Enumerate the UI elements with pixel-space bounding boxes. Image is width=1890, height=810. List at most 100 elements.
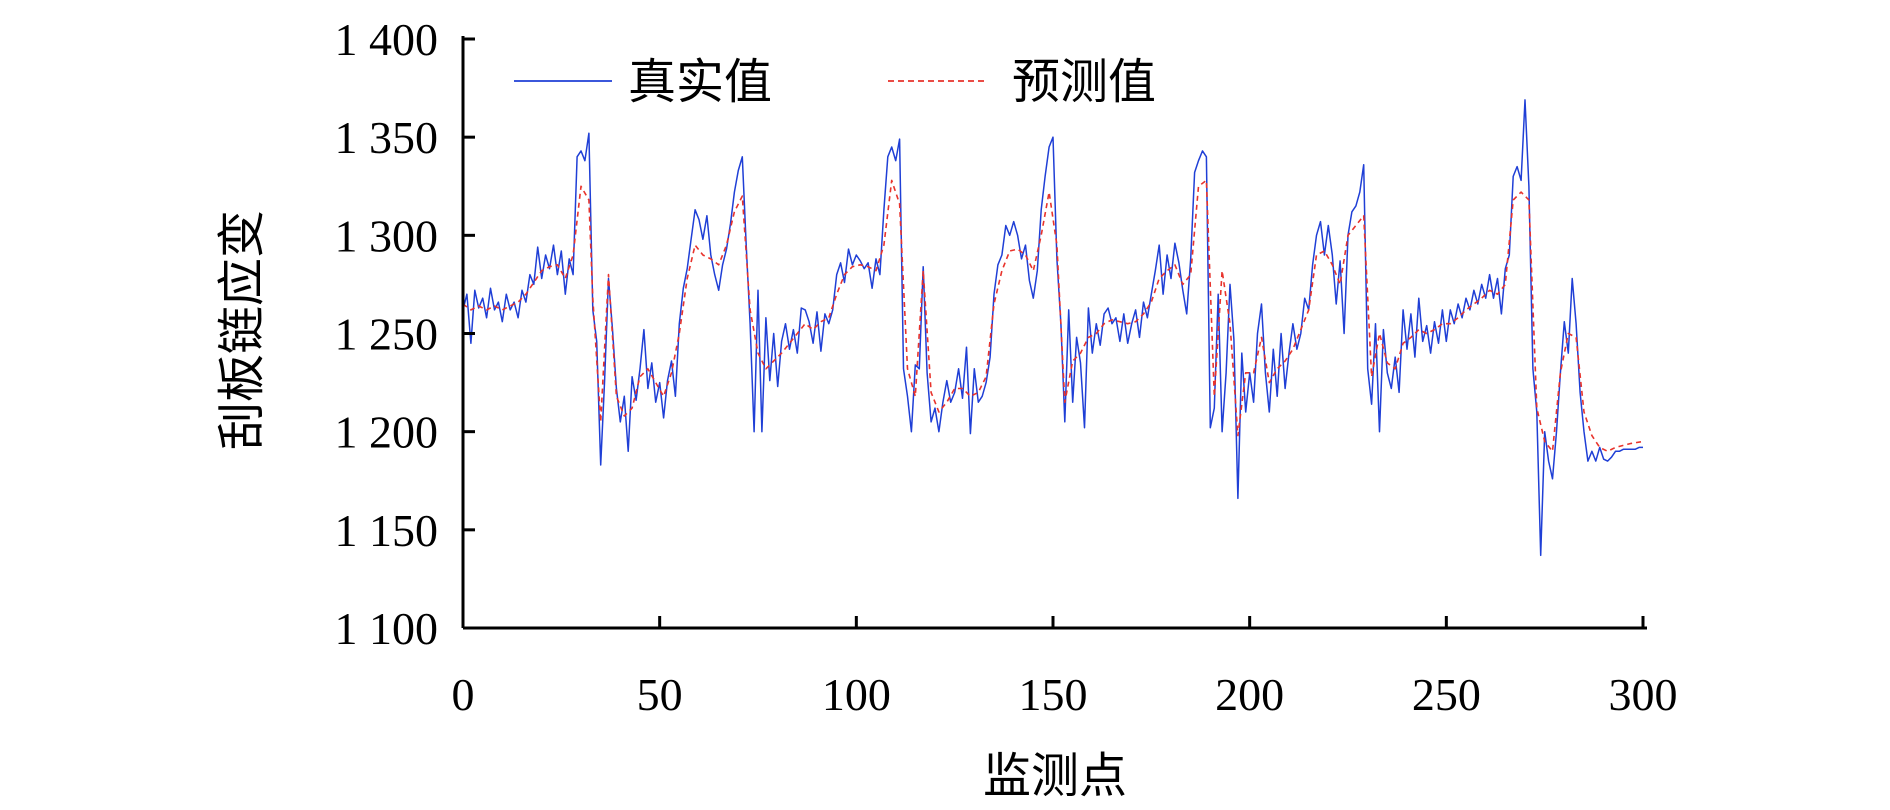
data-point-actual <box>1127 343 1128 344</box>
data-point-predicted <box>1513 199 1514 200</box>
data-point-predicted <box>789 343 790 344</box>
data-point-actual <box>1438 343 1439 344</box>
data-point-actual <box>997 264 998 265</box>
data-point-predicted <box>632 408 633 409</box>
data-point-actual <box>1391 388 1392 389</box>
data-point-predicted <box>1135 321 1136 322</box>
data-point-actual <box>1513 176 1514 177</box>
data-point-actual <box>647 388 648 389</box>
data-point-actual <box>1186 313 1187 314</box>
data-point-predicted <box>1434 329 1435 330</box>
data-point-actual <box>632 376 633 377</box>
data-point-predicted <box>533 282 534 283</box>
data-point-actual <box>525 302 526 303</box>
data-point-actual <box>1340 260 1341 261</box>
data-point-actual <box>1485 298 1486 299</box>
data-point-actual <box>663 417 664 418</box>
data-point-actual <box>1033 298 1034 299</box>
data-point-actual <box>1509 254 1510 255</box>
series-predicted <box>462 179 1644 453</box>
data-point-predicted <box>1104 323 1105 324</box>
data-point-predicted <box>805 323 806 324</box>
data-point-actual <box>852 264 853 265</box>
y-tick-label: 1 300 <box>335 210 439 261</box>
x-tick-label: 150 <box>1019 669 1088 720</box>
data-point-actual <box>883 209 884 210</box>
data-point-actual <box>1517 166 1518 167</box>
data-point-actual <box>1304 298 1305 299</box>
data-point-actual <box>993 294 994 295</box>
data-point-actual <box>824 313 825 314</box>
data-point-actual <box>675 396 676 397</box>
data-point-actual <box>777 386 778 387</box>
data-point-actual <box>757 290 758 291</box>
data-point-actual <box>1222 431 1223 432</box>
data-point-actual <box>1548 461 1549 462</box>
data-point-predicted <box>883 245 884 246</box>
data-point-actual <box>1092 353 1093 354</box>
legend: 真实值 预测值 <box>514 54 1156 110</box>
data-point-predicted <box>1285 360 1286 361</box>
data-point-actual <box>1064 421 1065 422</box>
data-point-actual <box>1410 313 1411 314</box>
data-point-actual <box>765 317 766 318</box>
data-point-predicted <box>1009 250 1010 251</box>
data-point-actual <box>1072 402 1073 403</box>
data-point-actual <box>1454 323 1455 324</box>
data-point-predicted <box>549 266 550 267</box>
data-point-predicted <box>1049 192 1050 193</box>
data-point-actual <box>836 274 837 275</box>
data-point-predicted <box>600 421 601 422</box>
data-point-actual <box>1642 447 1643 448</box>
data-point-predicted <box>978 392 979 393</box>
data-point-predicted <box>1174 264 1175 265</box>
data-point-actual <box>710 254 711 255</box>
data-point-actual <box>1387 372 1388 373</box>
data-point-predicted <box>1458 317 1459 318</box>
data-point-actual <box>679 323 680 324</box>
data-point-predicted <box>1418 329 1419 330</box>
data-point-actual <box>502 321 503 322</box>
data-point-actual <box>1300 333 1301 334</box>
data-point-actual <box>1403 309 1404 310</box>
data-point-predicted <box>1269 382 1270 383</box>
data-point-predicted <box>1111 319 1112 320</box>
y-tick-label: 1 350 <box>335 112 439 163</box>
data-point-predicted <box>946 402 947 403</box>
data-point-actual <box>1104 313 1105 314</box>
data-point-actual <box>1603 459 1604 460</box>
data-point-predicted <box>1552 451 1553 452</box>
data-point-actual <box>1281 333 1282 334</box>
data-point-predicted <box>1206 180 1207 181</box>
data-point-actual <box>1336 303 1337 304</box>
data-point-predicted <box>573 254 574 255</box>
data-point-actual <box>1623 449 1624 450</box>
data-point-predicted <box>1159 278 1160 279</box>
data-point-actual <box>840 262 841 263</box>
data-point-predicted <box>1560 372 1561 373</box>
data-point-predicted <box>718 264 719 265</box>
data-point-predicted <box>1300 329 1301 330</box>
data-point-predicted <box>655 382 656 383</box>
data-point-predicted <box>1631 443 1632 444</box>
data-point-actual <box>986 382 987 383</box>
legend-label-actual: 真实值 <box>628 54 772 110</box>
data-point-actual <box>769 380 770 381</box>
data-point-actual <box>1017 235 1018 236</box>
data-point-actual <box>506 294 507 295</box>
data-point-actual <box>1328 225 1329 226</box>
x-tick-label: 300 <box>1609 669 1678 720</box>
data-point-actual <box>1489 274 1490 275</box>
data-point-actual <box>1576 323 1577 324</box>
data-point-actual <box>793 329 794 330</box>
data-point-actual <box>805 309 806 310</box>
data-point-actual <box>1049 146 1050 147</box>
data-point-predicted <box>1599 447 1600 448</box>
y-tick-label: 1 400 <box>335 14 439 65</box>
data-point-predicted <box>525 294 526 295</box>
data-point-predicted <box>1324 250 1325 251</box>
data-point-predicted <box>860 264 861 265</box>
data-point-actual <box>1182 290 1183 291</box>
data-point-actual <box>1037 270 1038 271</box>
data-point-actual <box>801 307 802 308</box>
